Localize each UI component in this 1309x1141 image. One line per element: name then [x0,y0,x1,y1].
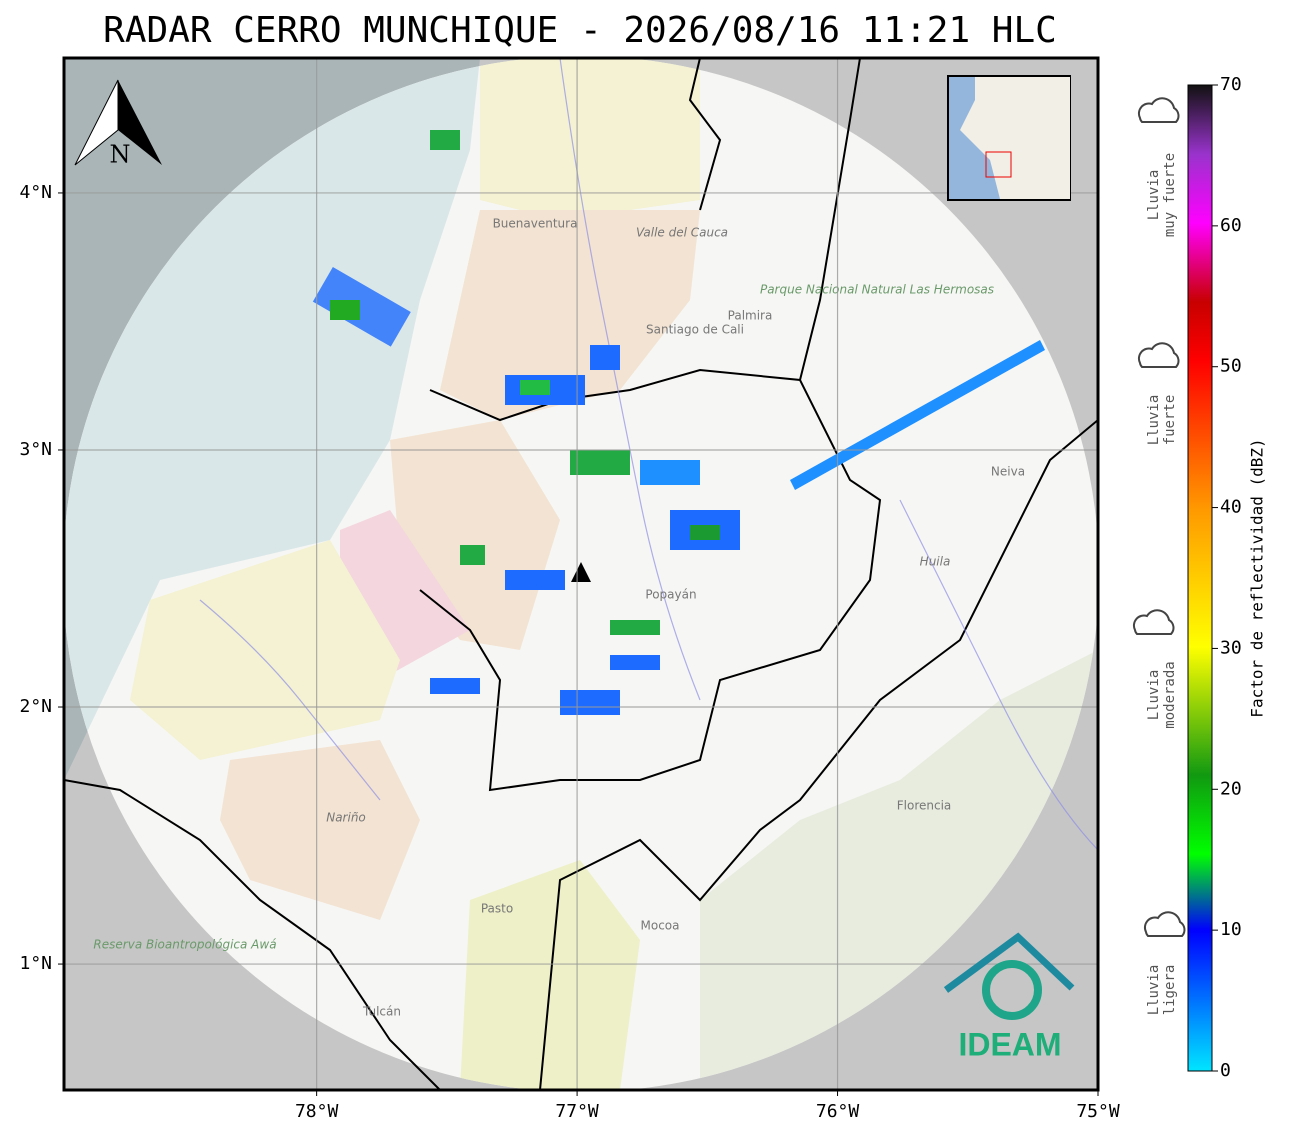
x-tick-label: 75°W [1076,1101,1120,1122]
north-arrow: N [74,79,162,169]
rivers [199,58,1098,851]
x-tick-label: 76°W [816,1101,860,1122]
x-tick-label: 78°W [295,1101,339,1122]
title: RADAR CERRO MUNCHIQUE - 2026/08/16 11:21… [103,10,1057,51]
legend-label: Lluvia [1146,965,1162,1016]
map-frame [62,56,1100,1092]
colorbar-tick-label: 30 [1220,637,1242,658]
place-label: Reserva Bioantropológica Awá [93,938,276,952]
x-tick-label: 77°W [555,1101,599,1122]
y-tick-label: 1°N [19,953,52,974]
colorbar-tick-label: 50 [1220,356,1242,377]
legend-label: Lluvia [1146,170,1162,221]
colorbar-tick-label: 60 [1220,215,1242,236]
place-label: Florencia [897,799,952,813]
colorbar-tick-label: 10 [1220,919,1242,940]
radar-site [571,562,591,582]
radar-echoes [312,130,1045,715]
place-label: Buenaventura [493,217,578,231]
places: Buenaventura Valle del Cauca Santiago de… [93,217,1025,1019]
colorbar-tick-label: 0 [1220,1060,1231,1081]
place-label: Mocoa [641,919,680,933]
logo-text: IDEAM [958,1026,1061,1062]
grid [64,58,1098,1090]
place-label: Huila [920,555,951,569]
y-tick-label: 3°N [19,439,52,460]
colorbar-tick-label: 20 [1220,778,1242,799]
place-label: Neiva [991,465,1025,479]
place-label: Popayán [645,588,696,602]
map: Buenaventura Valle del Cauca Santiago de… [64,58,1098,1090]
colorbar [1187,84,1213,1072]
legend-label: Lluvia [1146,395,1162,446]
y-tick-label: 4°N [19,182,52,203]
legend-icons [1132,97,1186,937]
colorbar-label: Factor de reflectividad (dBZ) [1248,438,1267,717]
place-label: Tulcán [362,1005,401,1019]
place-label: Nariño [326,811,366,825]
inset-map [947,75,1071,201]
place-label: Parque Nacional Natural Las Hermosas [760,283,994,297]
place-label: Pasto [481,902,513,916]
legend-label: moderada [1162,661,1178,728]
legend-label: ligera [1162,965,1178,1016]
north-label: N [110,141,131,169]
colorbar-tick-label: 70 [1220,74,1242,95]
place-label: Santiago de Cali [646,323,744,337]
y-tick-label: 2°N [19,696,52,717]
legend-label: fuerte [1162,395,1178,446]
legend-label: muy fuerte [1162,153,1178,237]
legend-label: Lluvia [1146,670,1162,721]
place-label: Palmira [728,309,773,323]
logo: IDEAM [943,932,1075,1062]
colorbar-tick-label: 40 [1220,497,1242,518]
place-label: Valle del Cauca [636,226,728,240]
